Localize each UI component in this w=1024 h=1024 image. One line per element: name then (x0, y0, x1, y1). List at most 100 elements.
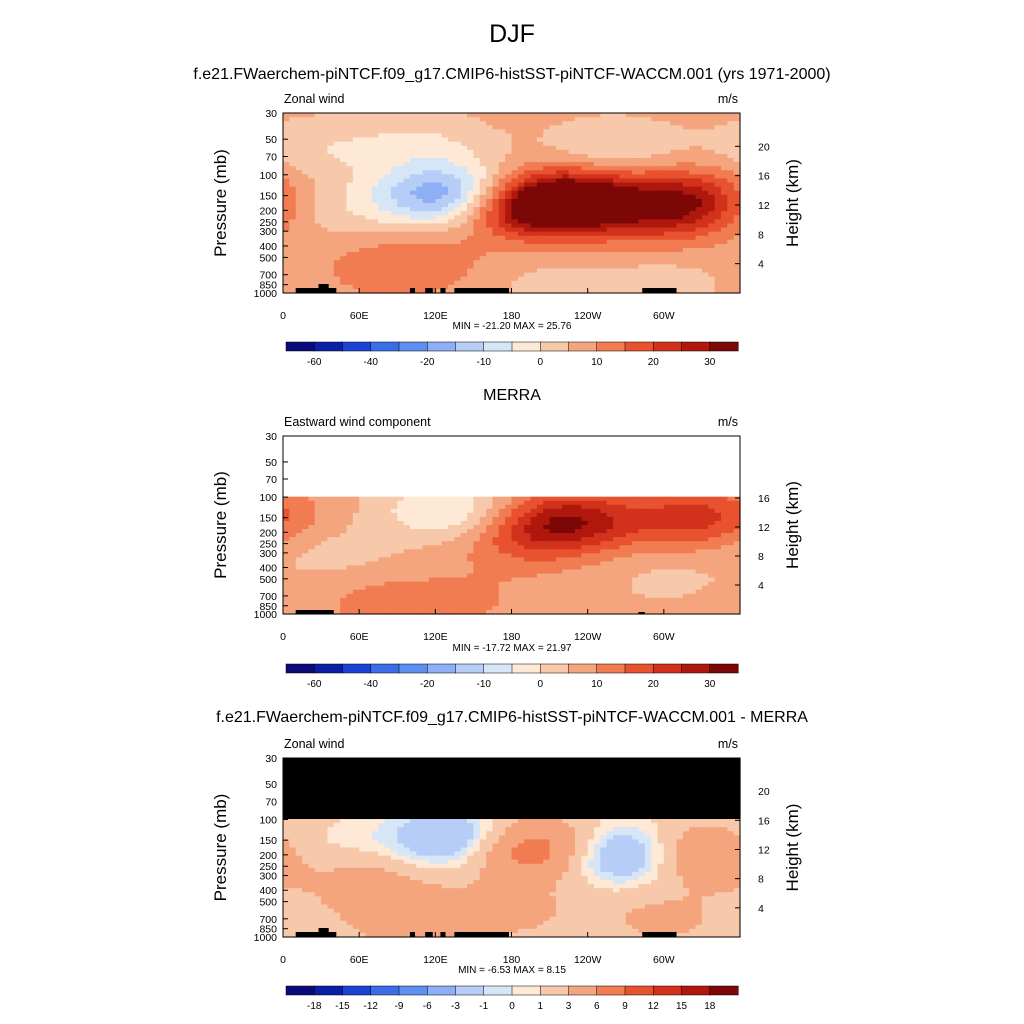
heat-cell (327, 117, 335, 122)
y-tick-label: 200 (259, 205, 277, 217)
heat-cell (555, 280, 563, 286)
heat-cell (670, 529, 678, 534)
heat-cell (302, 219, 309, 225)
heat-cell (314, 243, 322, 249)
y-tick-label: 700 (259, 270, 277, 282)
heat-cell (467, 260, 475, 265)
heat-cell (340, 516, 348, 522)
heat-cell (390, 198, 398, 204)
heat-cell (327, 460, 335, 465)
heat-cell (428, 186, 436, 192)
heat-cell (333, 280, 341, 286)
heat-cell (378, 460, 386, 465)
heat-cell (327, 129, 335, 135)
heat-cell (625, 444, 633, 449)
heat-cell (536, 484, 544, 490)
heat-cell (505, 260, 513, 265)
heat-cell (619, 153, 627, 159)
heat-cell (352, 231, 360, 237)
heat-cell (321, 533, 329, 538)
heat-cell (632, 162, 640, 167)
heat-cell (416, 207, 424, 212)
heat-cell (594, 153, 601, 159)
heat-cell (517, 166, 525, 171)
heat-cell (536, 252, 544, 257)
heat-cell (574, 512, 582, 518)
heat-cell (479, 436, 487, 441)
heat-cell (295, 113, 303, 118)
heat-cell (543, 500, 551, 506)
heat-cell (530, 248, 538, 253)
heat-cell (701, 133, 709, 139)
heat-cell (390, 145, 398, 151)
heat-cell (663, 496, 671, 502)
heat-cell (327, 190, 335, 196)
heat-cell (365, 520, 373, 526)
heat-cell (549, 117, 557, 122)
heat-cell (530, 512, 538, 518)
heat-cell (416, 145, 424, 151)
heat-cell (403, 280, 411, 286)
colorbar-box (709, 341, 739, 352)
heat-cell (390, 440, 398, 445)
heat-cell (333, 440, 341, 445)
heat-cell (714, 520, 722, 526)
heat-cell (568, 235, 576, 241)
heat-cell (486, 508, 494, 514)
heat-cell (492, 239, 500, 245)
heat-cell (517, 272, 525, 278)
colorbar-label: -20 (420, 357, 435, 368)
heat-cell (594, 448, 601, 453)
heat-cell (676, 440, 684, 445)
heat-cell (302, 186, 309, 192)
heat-cell (333, 239, 341, 245)
heat-cell (492, 448, 500, 453)
heat-cell (517, 186, 525, 192)
colorbar-label: 20 (648, 357, 660, 368)
heat-cell (378, 448, 386, 453)
heat-cell (371, 198, 379, 204)
heat-cell (441, 158, 449, 163)
heat-cell (441, 248, 449, 253)
heat-cell (651, 488, 659, 494)
heat-cell (333, 125, 341, 130)
heat-cell (574, 444, 582, 449)
heat-cell (587, 256, 595, 261)
heat-cell (536, 174, 544, 180)
heat-cell (644, 472, 652, 478)
heat-cell (638, 211, 646, 216)
heat-cell (486, 444, 494, 449)
heat-cell (283, 264, 290, 270)
heat-cell (632, 525, 640, 530)
heat-cell (613, 248, 621, 253)
heat-cell (524, 256, 532, 261)
heat-cell (416, 496, 424, 502)
heat-cell (416, 227, 424, 233)
heat-cell (384, 512, 392, 518)
heat-cell (632, 272, 640, 278)
heat-cell (613, 219, 621, 225)
heat-cell (524, 223, 532, 229)
heat-cell (543, 194, 551, 200)
heat-cell (676, 141, 684, 147)
heat-cell (727, 211, 735, 216)
heat-cell (670, 141, 678, 147)
topography-block (425, 288, 433, 293)
heat-cell (657, 227, 665, 233)
heat-cell (302, 211, 309, 216)
heat-cell (682, 468, 690, 474)
heat-cell (555, 125, 563, 130)
heat-cell (460, 448, 468, 453)
heat-cell (670, 476, 678, 482)
heat-cell (308, 520, 316, 526)
heat-cell (333, 174, 341, 180)
heat-cell (359, 268, 367, 274)
heat-cell (689, 203, 697, 208)
heat-cell (606, 256, 614, 261)
heat-cell (314, 504, 322, 510)
heat-cell (606, 484, 614, 490)
heat-cell (460, 476, 468, 482)
heat-cell (676, 174, 684, 180)
heat-cell (613, 272, 621, 278)
heat-cell (422, 231, 430, 237)
